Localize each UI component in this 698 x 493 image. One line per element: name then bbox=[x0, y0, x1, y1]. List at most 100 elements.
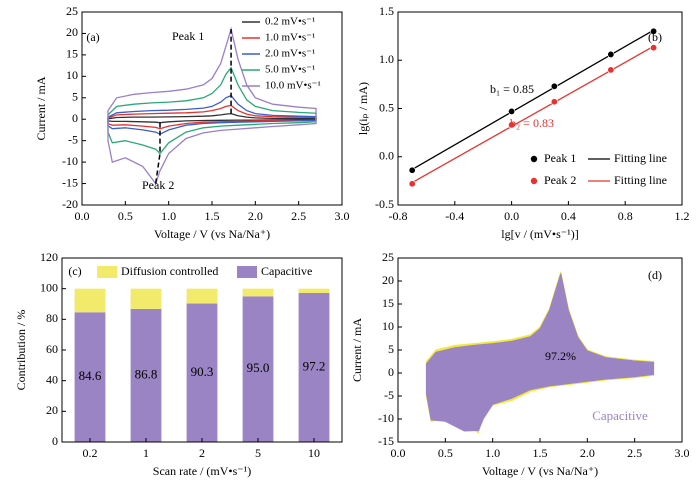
y-axis-label: Current / mA bbox=[34, 76, 48, 140]
axes-frame bbox=[81, 11, 343, 206]
bar-segment bbox=[130, 308, 162, 442]
panel-label: (b) bbox=[648, 30, 662, 44]
x-tick-label: 3.0 bbox=[675, 446, 690, 460]
y-tick-label: -15 bbox=[378, 434, 394, 448]
bar-segment bbox=[74, 288, 106, 313]
y-axis-label: Contribution / % bbox=[14, 310, 28, 391]
y-tick-label: 0 bbox=[388, 365, 394, 379]
y-tick-label: -0.5 bbox=[375, 197, 394, 211]
bar-segment bbox=[242, 288, 274, 297]
legend-swatch bbox=[237, 266, 257, 278]
x-tick-label: -0.4 bbox=[445, 209, 464, 223]
x-axis-label: Voltage / V (vs Na/Na⁺) bbox=[154, 227, 270, 241]
point bbox=[508, 121, 516, 129]
panel: 0 20 40 60 80 100 120 Scan rate / (mV•s⁻¹) Contr… bbox=[14, 250, 343, 478]
panel-label: (d) bbox=[648, 268, 662, 282]
axes-frame bbox=[61, 257, 343, 443]
x-tick-label: 0.5 bbox=[118, 209, 133, 223]
annotation: Peak 2 bbox=[142, 178, 174, 192]
bar-segment bbox=[242, 296, 274, 442]
legend-label: 10.0 mV•s⁻¹ bbox=[265, 80, 321, 92]
point bbox=[408, 166, 416, 174]
annotation: b₂ = 0.83 bbox=[510, 116, 554, 130]
x-tick-label: 1.5 bbox=[533, 446, 548, 460]
y-tick-label: -5 bbox=[384, 388, 394, 402]
y-tick-label: 10 bbox=[382, 319, 394, 333]
x-tick-label: 0.2 bbox=[83, 446, 98, 460]
plot-area bbox=[74, 288, 330, 442]
x-tick-label: 0.4 bbox=[561, 209, 576, 223]
y-tick-label: 40 bbox=[46, 372, 58, 386]
bar-segment bbox=[186, 288, 218, 304]
y-tick-label: 1.5 bbox=[379, 4, 394, 18]
y-tick-label: 0 bbox=[52, 434, 58, 448]
bar-segment bbox=[130, 288, 162, 309]
point bbox=[550, 98, 558, 106]
y-tick-label: 20 bbox=[382, 273, 394, 287]
x-tick-label: 2 bbox=[199, 446, 205, 460]
peak-trend bbox=[154, 122, 161, 184]
y-tick-label: 0.5 bbox=[379, 100, 394, 114]
x-tick-label: 2.5 bbox=[291, 209, 306, 223]
y-tick-label: -15 bbox=[62, 175, 78, 189]
area-label: Capacitive bbox=[592, 408, 648, 423]
y-tick-label: 15 bbox=[382, 296, 394, 310]
x-tick-label: 0.8 bbox=[618, 209, 633, 223]
legend-label: Peak 2 bbox=[544, 173, 576, 187]
y-tick-label: -5 bbox=[68, 132, 78, 146]
x-tick-label: -0.8 bbox=[389, 209, 408, 223]
y-tick-label: 100 bbox=[40, 280, 58, 294]
bar-segment bbox=[298, 288, 330, 293]
y-tick-label: -10 bbox=[378, 411, 394, 425]
x-axis-label: Scan rate / (mV•s⁻¹) bbox=[153, 464, 251, 478]
point bbox=[650, 27, 658, 35]
legend-label: 5.0 mV•s⁻¹ bbox=[265, 64, 315, 76]
y-tick-label: 20 bbox=[46, 403, 58, 417]
value-label: 95.0 bbox=[247, 360, 270, 375]
value-label: 90.3 bbox=[191, 364, 214, 379]
y-tick-label: 25 bbox=[382, 250, 394, 264]
x-tick-label: 1 bbox=[143, 446, 149, 460]
panel: -20 -15 -10 -5 0 5 10 15 20 25 0.0 0.5 1.0 1.5 2.0 2.5 3… bbox=[34, 4, 350, 241]
plot-area bbox=[425, 271, 655, 434]
x-tick-label: 1.2 bbox=[675, 209, 690, 223]
annotation: Peak 1 bbox=[172, 29, 204, 43]
x-tick-label: 2.5 bbox=[627, 446, 642, 460]
x-tick-label: 0.5 bbox=[438, 446, 453, 460]
legend-label: 0.2 mV•s⁻¹ bbox=[265, 16, 315, 28]
legend-marker bbox=[530, 177, 538, 185]
axes-frame bbox=[397, 257, 683, 443]
fit-line bbox=[411, 29, 654, 170]
x-tick-label: 0.0 bbox=[504, 209, 519, 223]
y-tick-label: 25 bbox=[66, 4, 78, 18]
legend-swatch bbox=[97, 266, 117, 278]
bar-segment bbox=[298, 292, 330, 442]
panel: -0.5 0.0 0.5 1.0 1.5 -0.8 -0.4 0.0 0.4 0.8 1.2 lg[v… bbox=[356, 4, 690, 241]
point bbox=[650, 44, 658, 52]
bar-segment bbox=[74, 312, 106, 442]
legend-label: 1.0 mV•s⁻¹ bbox=[265, 32, 315, 44]
area bbox=[425, 273, 655, 432]
legend-label: 2.0 mV•s⁻¹ bbox=[265, 48, 315, 60]
value-label: 86.8 bbox=[135, 366, 158, 381]
point bbox=[607, 66, 615, 74]
panel-label: (c) bbox=[68, 264, 81, 278]
bar-segment bbox=[186, 303, 218, 442]
x-axis-label: Voltage / V (vs Na/Na⁺) bbox=[482, 464, 598, 478]
y-axis-label: Current / mA bbox=[350, 318, 364, 382]
legend-label: Capacitive bbox=[261, 264, 312, 278]
y-tick-label: 0.0 bbox=[379, 149, 394, 163]
panel: -15 -10 -5 0 5 10 15 20 25 0.0 0.5 1.0 1.5 2.0 2.5 3.0 V… bbox=[350, 250, 690, 478]
x-axis-label: lg[v / (mV•s⁻¹)] bbox=[501, 227, 578, 241]
x-tick-label: 1.0 bbox=[161, 209, 176, 223]
x-tick-label: 2.0 bbox=[580, 446, 595, 460]
x-tick-label: 1.5 bbox=[205, 209, 220, 223]
y-tick-label: 0 bbox=[72, 111, 78, 125]
y-tick-label: 20 bbox=[66, 25, 78, 39]
annotation: 97.2% bbox=[545, 349, 576, 363]
y-axis-label: lg(iₚ / mA) bbox=[356, 82, 370, 135]
x-tick-label: 0.0 bbox=[75, 209, 90, 223]
y-tick-label: 60 bbox=[46, 342, 58, 356]
y-tick-label: 10 bbox=[66, 68, 78, 82]
